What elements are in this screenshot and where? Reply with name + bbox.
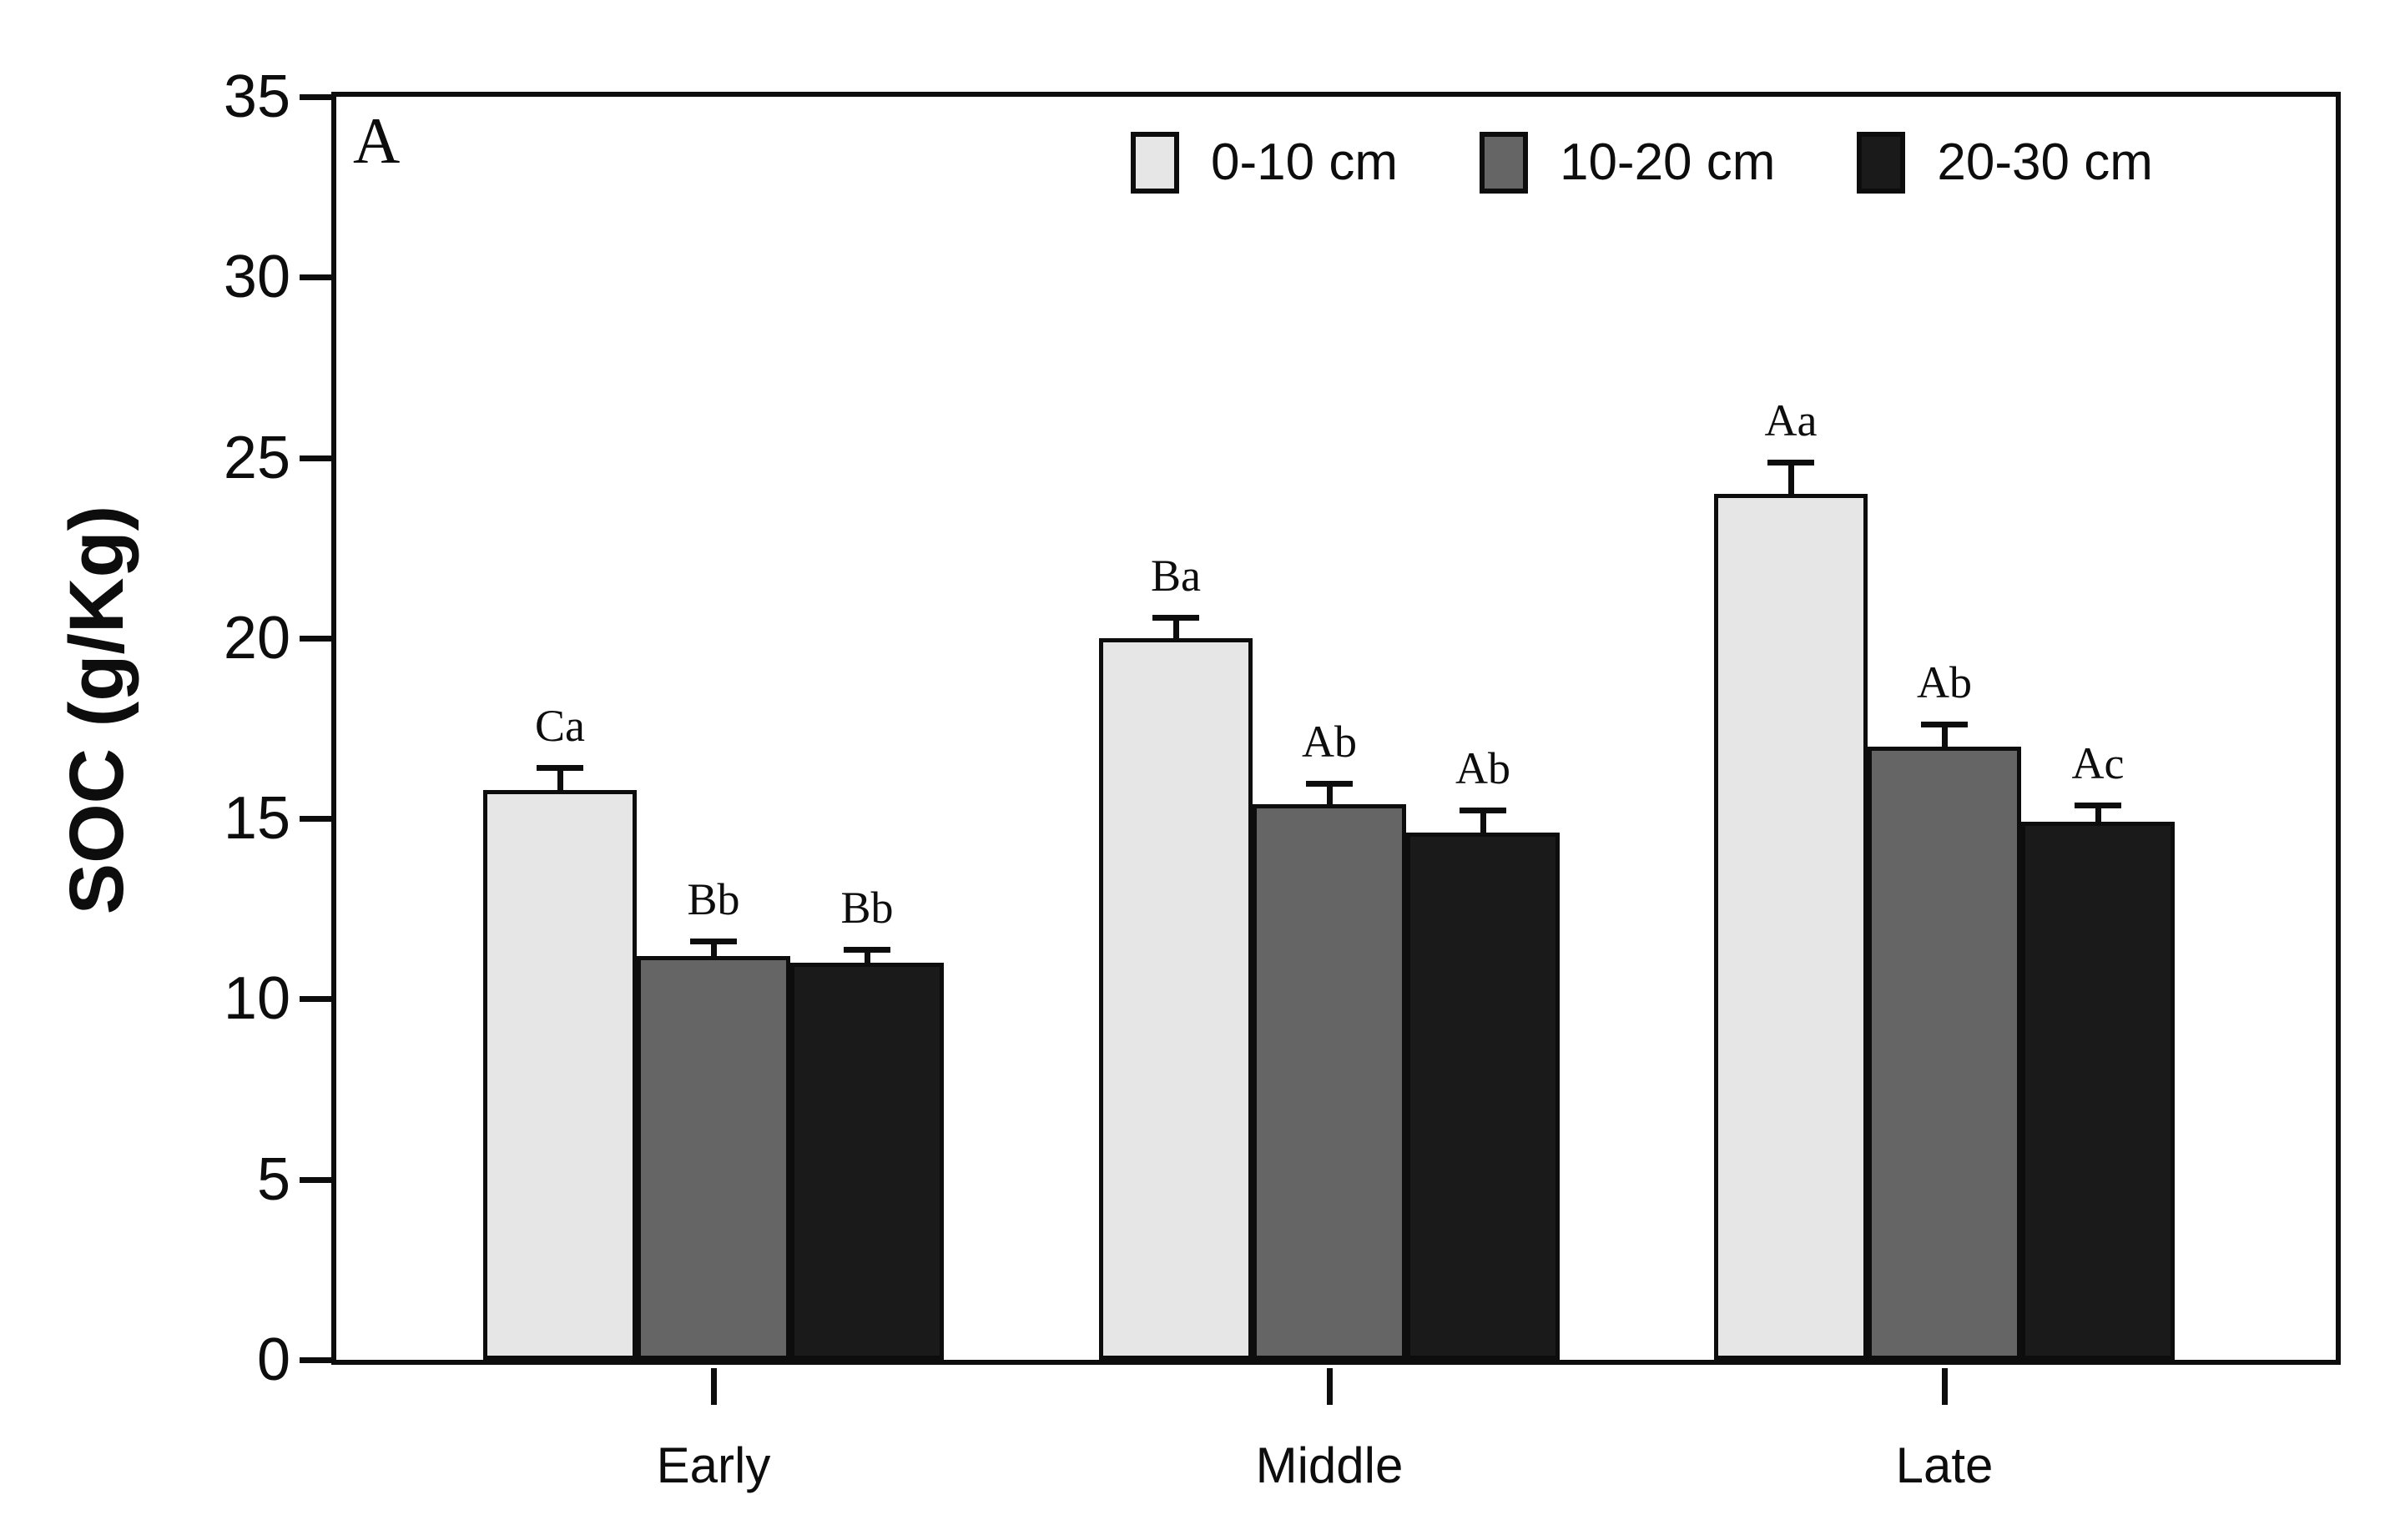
significance-letter-middle-0-10-cm: Ba (1151, 551, 1201, 601)
error-bar-stem-middle-20-30-cm (1480, 811, 1486, 833)
error-bar-cap-early-0-10-cm (537, 765, 583, 771)
legend-item-10-20-cm: 10-20 cm (1479, 132, 1776, 194)
x-tick-early (710, 1368, 717, 1405)
y-tick-label-15: 15 (223, 785, 290, 852)
legend-swatch-icon-0-10-cm (1131, 132, 1179, 194)
bar-early-0-10-cm (483, 790, 637, 1360)
bar-early-10-20-cm (637, 956, 790, 1360)
error-bar-stem-middle-0-10-cm (1172, 618, 1179, 638)
y-tick-label-25: 25 (223, 425, 290, 491)
y-tick-10 (300, 996, 331, 1002)
bar-late-0-10-cm (1714, 494, 1868, 1360)
y-tick-label-5: 5 (256, 1146, 290, 1213)
bar-middle-10-20-cm (1253, 804, 1406, 1360)
y-tick-label-35: 35 (223, 63, 290, 130)
bar-early-20-30-cm (790, 963, 944, 1360)
error-bar-cap-early-20-30-cm (844, 947, 890, 953)
significance-letter-early-0-10-cm: Ca (535, 701, 585, 751)
error-bar-cap-late-0-10-cm (1767, 460, 1814, 466)
significance-letter-middle-20-30-cm: Ab (1455, 743, 1510, 793)
panel-label: A (353, 104, 401, 177)
y-tick-20 (300, 636, 331, 642)
y-tick-label-10: 10 (223, 965, 290, 1032)
y-axis-title: SOC (g/Kg) (54, 505, 139, 915)
plot-area: A 0-10 cm 10-20 cm 20-30 cm Ca Bb Bb Ba Ab Ab Aa… (331, 92, 2341, 1365)
significance-letter-early-10-20-cm: Bb (687, 874, 740, 924)
error-bar-cap-middle-20-30-cm (1460, 808, 1506, 813)
error-bar-stem-early-20-30-cm (864, 950, 870, 963)
legend-label: 10-20 cm (1559, 133, 1776, 191)
significance-letter-late-20-30-cm: Ac (2071, 738, 2125, 788)
legend-label: 20-30 cm (1937, 133, 2153, 191)
y-tick-0 (300, 1357, 331, 1363)
error-bar-cap-middle-0-10-cm (1152, 615, 1199, 621)
legend-item-0-10-cm: 0-10 cm (1131, 132, 1398, 194)
y-tick-label-20: 20 (223, 605, 290, 672)
y-tick-30 (300, 274, 331, 280)
error-bar-cap-middle-10-20-cm (1306, 781, 1353, 787)
legend-item-20-30-cm: 20-30 cm (1857, 132, 2153, 194)
y-tick-label-0: 0 (256, 1326, 290, 1393)
y-tick-label-30: 30 (223, 244, 290, 310)
significance-letter-late-10-20-cm: Ab (1917, 657, 1972, 707)
x-tick-middle (1326, 1368, 1333, 1405)
x-category-label-middle: Middle (1255, 1437, 1404, 1493)
significance-letter-middle-10-20-cm: Ab (1302, 717, 1357, 767)
legend: 0-10 cm 10-20 cm 20-30 cm (1131, 132, 2153, 194)
y-tick-25 (300, 455, 331, 461)
bar-late-20-30-cm (2021, 822, 2175, 1360)
error-bar-cap-late-20-30-cm (2075, 803, 2121, 808)
error-bar-stem-late-20-30-cm (2095, 806, 2101, 822)
legend-swatch-icon-20-30-cm (1857, 132, 1906, 194)
error-bar-stem-early-10-20-cm (710, 942, 717, 956)
error-bar-stem-late-10-20-cm (1941, 725, 1948, 747)
error-bar-stem-early-0-10-cm (557, 768, 563, 790)
error-bar-cap-late-10-20-cm (1921, 722, 1968, 727)
x-category-label-early: Early (656, 1437, 771, 1493)
x-category-label-late: Late (1895, 1437, 1994, 1493)
bar-middle-0-10-cm (1099, 638, 1253, 1360)
error-bar-cap-early-10-20-cm (690, 939, 737, 944)
significance-letter-early-20-30-cm: Bb (840, 883, 894, 933)
error-bar-stem-late-0-10-cm (1787, 463, 1794, 494)
x-tick-late (1941, 1368, 1948, 1405)
error-bar-stem-middle-10-20-cm (1326, 784, 1333, 804)
legend-swatch-icon-10-20-cm (1479, 132, 1528, 194)
y-tick-15 (300, 816, 331, 822)
legend-label: 0-10 cm (1211, 133, 1398, 191)
bar-middle-20-30-cm (1406, 833, 1560, 1360)
y-tick-5 (300, 1177, 331, 1183)
y-tick-35 (300, 94, 331, 100)
bar-late-10-20-cm (1868, 747, 2021, 1360)
significance-letter-late-0-10-cm: Aa (1764, 395, 1818, 445)
